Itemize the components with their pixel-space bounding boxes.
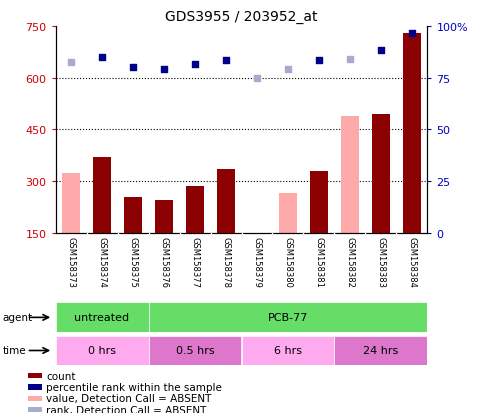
- Text: 0 hrs: 0 hrs: [88, 346, 116, 356]
- Text: GSM158383: GSM158383: [376, 237, 385, 287]
- Text: 0.5 hrs: 0.5 hrs: [176, 346, 214, 356]
- Bar: [334, 336, 427, 366]
- Bar: [186, 187, 204, 233]
- Bar: [217, 170, 235, 233]
- Text: GSM158376: GSM158376: [159, 237, 169, 287]
- Bar: [28, 373, 42, 378]
- Bar: [93, 158, 112, 233]
- Text: GSM158373: GSM158373: [67, 237, 75, 287]
- Bar: [56, 336, 149, 366]
- Bar: [155, 201, 173, 233]
- Text: PCB-77: PCB-77: [268, 313, 308, 323]
- Point: [253, 75, 261, 82]
- Bar: [124, 197, 142, 233]
- Text: rank, Detection Call = ABSENT: rank, Detection Call = ABSENT: [46, 405, 206, 413]
- Bar: [28, 396, 42, 401]
- Bar: [372, 114, 390, 233]
- Point: [129, 65, 137, 71]
- Text: percentile rank within the sample: percentile rank within the sample: [46, 382, 222, 392]
- Bar: [310, 171, 328, 233]
- Text: GSM158374: GSM158374: [98, 237, 107, 287]
- Bar: [341, 116, 359, 233]
- Text: GSM158384: GSM158384: [408, 237, 416, 287]
- Text: GSM158378: GSM158378: [222, 237, 230, 287]
- Point: [191, 62, 199, 68]
- Text: GSM158380: GSM158380: [284, 237, 293, 287]
- Text: 6 hrs: 6 hrs: [274, 346, 302, 356]
- Text: untreated: untreated: [74, 313, 129, 323]
- Bar: [56, 303, 149, 332]
- Point: [160, 66, 168, 73]
- Bar: [279, 194, 297, 233]
- Bar: [242, 336, 334, 366]
- Text: value, Detection Call = ABSENT: value, Detection Call = ABSENT: [46, 393, 212, 403]
- Text: 24 hrs: 24 hrs: [363, 346, 398, 356]
- Bar: [403, 34, 421, 233]
- Bar: [28, 385, 42, 389]
- Point: [315, 58, 323, 64]
- Point: [98, 55, 106, 61]
- Text: GDS3955 / 203952_at: GDS3955 / 203952_at: [165, 10, 318, 24]
- Text: GSM158375: GSM158375: [128, 237, 138, 287]
- Bar: [149, 303, 427, 332]
- Text: GSM158379: GSM158379: [253, 237, 261, 287]
- Text: GSM158382: GSM158382: [345, 237, 355, 287]
- Point: [222, 58, 230, 64]
- Bar: [28, 407, 42, 412]
- Point: [346, 56, 354, 63]
- Text: GSM158377: GSM158377: [190, 237, 199, 287]
- Text: count: count: [46, 371, 75, 381]
- Point: [408, 31, 416, 37]
- Text: GSM158381: GSM158381: [314, 237, 324, 287]
- Point: [284, 66, 292, 73]
- Text: time: time: [2, 346, 26, 356]
- Bar: [149, 336, 242, 366]
- Bar: [62, 173, 80, 233]
- Text: agent: agent: [2, 313, 32, 323]
- Point: [67, 59, 75, 66]
- Point: [377, 47, 385, 54]
